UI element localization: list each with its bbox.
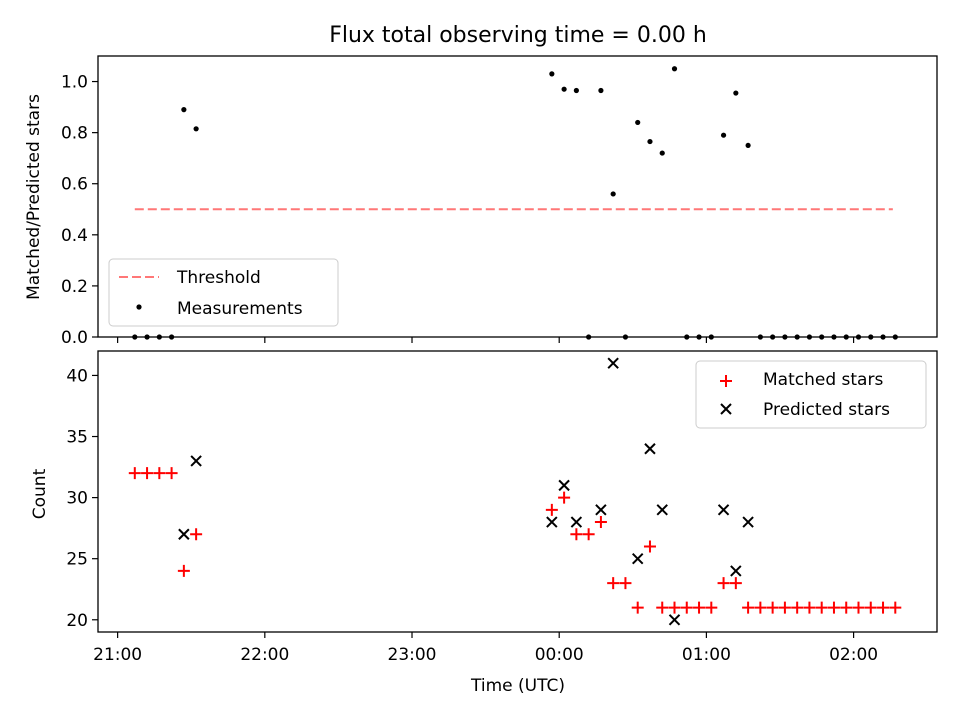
matched-star-point <box>631 601 644 614</box>
matched-legend-marker <box>720 375 732 387</box>
matched-star-point <box>729 577 742 590</box>
predicted-star-point <box>546 516 558 528</box>
chart-title: Flux total observing time = 0.00 h <box>329 23 707 48</box>
matched-star-point <box>582 528 595 541</box>
bottom-plot-frame <box>97 350 938 633</box>
measurement-point <box>598 87 604 94</box>
bottom-legend-box <box>695 360 927 429</box>
matched-star-point <box>680 601 693 614</box>
measurement-point <box>671 66 678 72</box>
predicted-star-point <box>742 516 754 528</box>
x-tick-label: 22:00 <box>240 645 289 665</box>
matched-star-point <box>570 528 583 541</box>
top-y-axis-label: Matched/Predicted stars <box>24 94 44 300</box>
bottom-y-axis-label: Count <box>30 468 50 519</box>
matched-star-point <box>190 528 203 541</box>
legend-label-matched: Matched stars <box>763 370 883 390</box>
matched-star-point <box>705 601 718 614</box>
matched-star-point <box>778 601 791 614</box>
measurement-point <box>193 126 199 132</box>
measurement-point <box>647 138 653 145</box>
matched-star-point <box>594 516 607 529</box>
bottom-y-tick-label: 25 <box>66 550 88 570</box>
matched-star-point <box>827 601 840 614</box>
measurement-point <box>610 191 616 197</box>
predicted-star-point <box>607 357 619 369</box>
matched-star-point <box>165 467 178 480</box>
bottom-plot-area: 20 25 30 35 40 21:00 22:00 23:00 00:00 01:00 02:00 <box>66 357 902 665</box>
matched-star-point <box>619 577 632 590</box>
top-legend: Threshold Measurements <box>108 258 339 327</box>
top-y-tick-label: 0.4 <box>61 226 88 246</box>
measurement-point <box>659 150 665 156</box>
x-tick-label: 00:00 <box>535 645 584 665</box>
x-tick-label: 21:00 <box>93 645 142 665</box>
matched-star-point <box>815 601 828 614</box>
matched-star-point <box>545 503 558 516</box>
matched-star-point <box>153 467 166 480</box>
matched-star-point <box>864 601 877 614</box>
matched-star-point <box>766 601 779 614</box>
measurement-point <box>720 132 727 138</box>
predicted-star-point <box>570 516 583 528</box>
predicted-star-point <box>668 614 681 626</box>
matched-star-point <box>177 564 190 577</box>
predicted-star-point <box>717 504 730 516</box>
measurement-point <box>561 86 567 92</box>
matched-star-point <box>668 601 681 614</box>
predicted-star-point <box>656 504 668 516</box>
predicted-star-point <box>730 565 742 577</box>
matched-star-point <box>607 577 620 590</box>
legend-label-threshold: Threshold <box>176 268 261 288</box>
matched-star-point <box>742 601 755 614</box>
top-y-tick-label: 0.6 <box>61 175 88 195</box>
measurement-point <box>733 90 739 96</box>
bottom-y-tick-label: 20 <box>66 611 88 631</box>
matched-star-point <box>877 601 890 614</box>
predicted-legend-marker <box>720 403 732 415</box>
top-y-tick-label: 1.0 <box>61 73 88 93</box>
x-axis-label: Time (UTC) <box>470 676 565 696</box>
matched-star-point <box>889 601 902 614</box>
measurement-point <box>181 107 187 113</box>
matched-star-point <box>717 577 730 590</box>
predicted-star-point <box>558 479 570 492</box>
matched-star-point <box>840 601 853 614</box>
matched-star-point <box>128 467 141 480</box>
bottom-legend: Matched stars Predicted stars <box>695 360 927 429</box>
legend-label-measurements: Measurements <box>177 299 303 319</box>
top-y-tick-label: 0.0 <box>61 328 88 348</box>
measurement-point <box>635 119 641 126</box>
matched-star-point <box>803 601 816 614</box>
measurements-legend-marker <box>136 304 142 310</box>
predicted-star-point <box>644 443 656 455</box>
matched-star-point <box>656 601 669 614</box>
top-y-tick-label: 0.8 <box>61 124 88 144</box>
top-y-tick-label: 0.2 <box>61 277 88 297</box>
matched-star-point <box>791 601 804 614</box>
predicted-star-point <box>632 552 644 565</box>
x-tick-label: 23:00 <box>388 645 437 665</box>
measurement-point <box>573 87 579 94</box>
x-tick-label: 01:00 <box>682 645 731 665</box>
predicted-star-point <box>178 528 190 540</box>
measurement-point <box>745 142 751 149</box>
matched-star-point <box>852 601 865 614</box>
matched-star-point <box>754 601 767 614</box>
matched-star-point <box>643 540 656 553</box>
bottom-y-tick-label: 30 <box>66 489 88 509</box>
matched-star-point <box>141 467 154 480</box>
top-legend-box <box>108 258 339 327</box>
matched-star-point <box>558 491 571 504</box>
predicted-star-point <box>595 504 607 516</box>
measurement-point <box>549 71 555 77</box>
matched-star-point <box>693 601 706 614</box>
predicted-star-point <box>190 455 202 467</box>
bottom-y-tick-label: 40 <box>66 366 88 386</box>
top-plot-frame <box>97 55 938 338</box>
x-tick-label: 02:00 <box>829 645 878 665</box>
bottom-y-tick-label: 35 <box>66 428 88 448</box>
legend-label-predicted: Predicted stars <box>763 400 890 420</box>
